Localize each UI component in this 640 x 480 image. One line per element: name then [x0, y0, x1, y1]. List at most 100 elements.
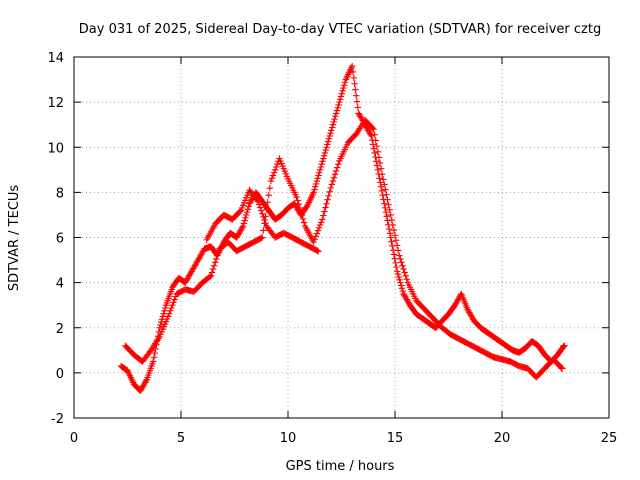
data-point [300, 219, 308, 226]
data-point [327, 129, 334, 137]
data-point [383, 213, 390, 220]
data-point [269, 172, 277, 179]
data-point [267, 177, 275, 185]
data-point [338, 90, 345, 97]
data-point [297, 208, 305, 215]
chart-title: Day 031 of 2025, Sidereal Day-to-day VTE… [79, 22, 601, 37]
data-point [390, 251, 398, 258]
data-point [172, 293, 179, 300]
data-point [239, 223, 247, 230]
data-point [369, 124, 376, 132]
data-point [377, 183, 385, 190]
data-point [335, 101, 342, 109]
data-point [258, 207, 265, 214]
data-point [374, 166, 382, 174]
data-point [323, 144, 330, 151]
data-point [212, 259, 219, 266]
data-point [558, 365, 566, 372]
data-point [354, 104, 362, 111]
data-point [353, 98, 361, 105]
data-point [389, 242, 396, 250]
data-point [162, 304, 169, 312]
data-point [340, 82, 348, 89]
data-point [149, 358, 157, 365]
series-track-c [203, 186, 322, 255]
data-point [262, 219, 269, 227]
data-point [259, 210, 266, 218]
data-point [398, 285, 406, 292]
data-point [329, 177, 337, 185]
data-point [389, 221, 397, 229]
data-point [394, 270, 402, 278]
data-point [388, 238, 395, 245]
data-point [335, 160, 342, 168]
data-point [324, 138, 332, 145]
data-point [395, 273, 402, 281]
data-point [387, 234, 394, 241]
data-point [245, 203, 252, 210]
data-point [395, 247, 402, 254]
data-point [336, 98, 343, 106]
data-point [310, 189, 317, 196]
data-point [320, 212, 327, 219]
data-point [381, 200, 388, 207]
data-point [383, 191, 390, 198]
tick-labels: 0 5 10 15 20 25 -2 0 2 4 6 8 10 12 14 [47, 51, 617, 446]
data-point [206, 273, 214, 280]
data-point [397, 279, 404, 286]
data-point [381, 181, 388, 188]
data-point [311, 235, 318, 243]
data-point [353, 92, 360, 99]
data-point [390, 226, 398, 234]
data-point [316, 166, 324, 174]
data-point [373, 142, 381, 150]
data-point [243, 208, 251, 216]
data-point [392, 237, 400, 244]
data-point [207, 272, 215, 280]
data-point [310, 238, 317, 246]
data-point [158, 318, 165, 326]
data-point [377, 165, 385, 172]
data-point [322, 146, 329, 154]
data-point [312, 233, 320, 240]
data-point [333, 107, 341, 114]
data-point [168, 304, 175, 312]
data-point [352, 86, 359, 93]
data-point [273, 163, 280, 171]
data-point [254, 198, 262, 205]
data-point [160, 310, 167, 317]
y-tick-label: 12 [47, 96, 64, 111]
data-point [328, 124, 336, 131]
data-point [388, 216, 395, 224]
data-point [369, 141, 377, 148]
data-point [397, 255, 404, 263]
data-point [399, 262, 406, 269]
data-point [268, 175, 276, 182]
y-tick-label: 8 [56, 186, 64, 201]
y-tick-label: 10 [47, 141, 64, 156]
data-point [334, 104, 341, 111]
data-point [386, 230, 394, 237]
data-point [382, 208, 390, 216]
data-point [150, 354, 158, 361]
data-point [241, 217, 248, 224]
y-tick-label: 2 [56, 322, 64, 337]
data-point [270, 169, 278, 176]
x-tick-label: 10 [280, 431, 297, 446]
data-point [142, 377, 150, 385]
data-point [236, 208, 244, 215]
data-point [243, 211, 250, 219]
data-point [161, 307, 168, 315]
data-point [321, 149, 329, 157]
data-point [259, 234, 266, 241]
x-tick-label: 25 [601, 431, 618, 446]
data-point [327, 184, 334, 192]
data-point [374, 148, 382, 155]
data-point [215, 248, 222, 256]
data-point [316, 221, 324, 229]
data-point [340, 84, 347, 92]
y-tick-label: 6 [56, 232, 64, 247]
data-point [331, 171, 339, 178]
data-point [210, 262, 218, 269]
data-point [401, 269, 408, 276]
